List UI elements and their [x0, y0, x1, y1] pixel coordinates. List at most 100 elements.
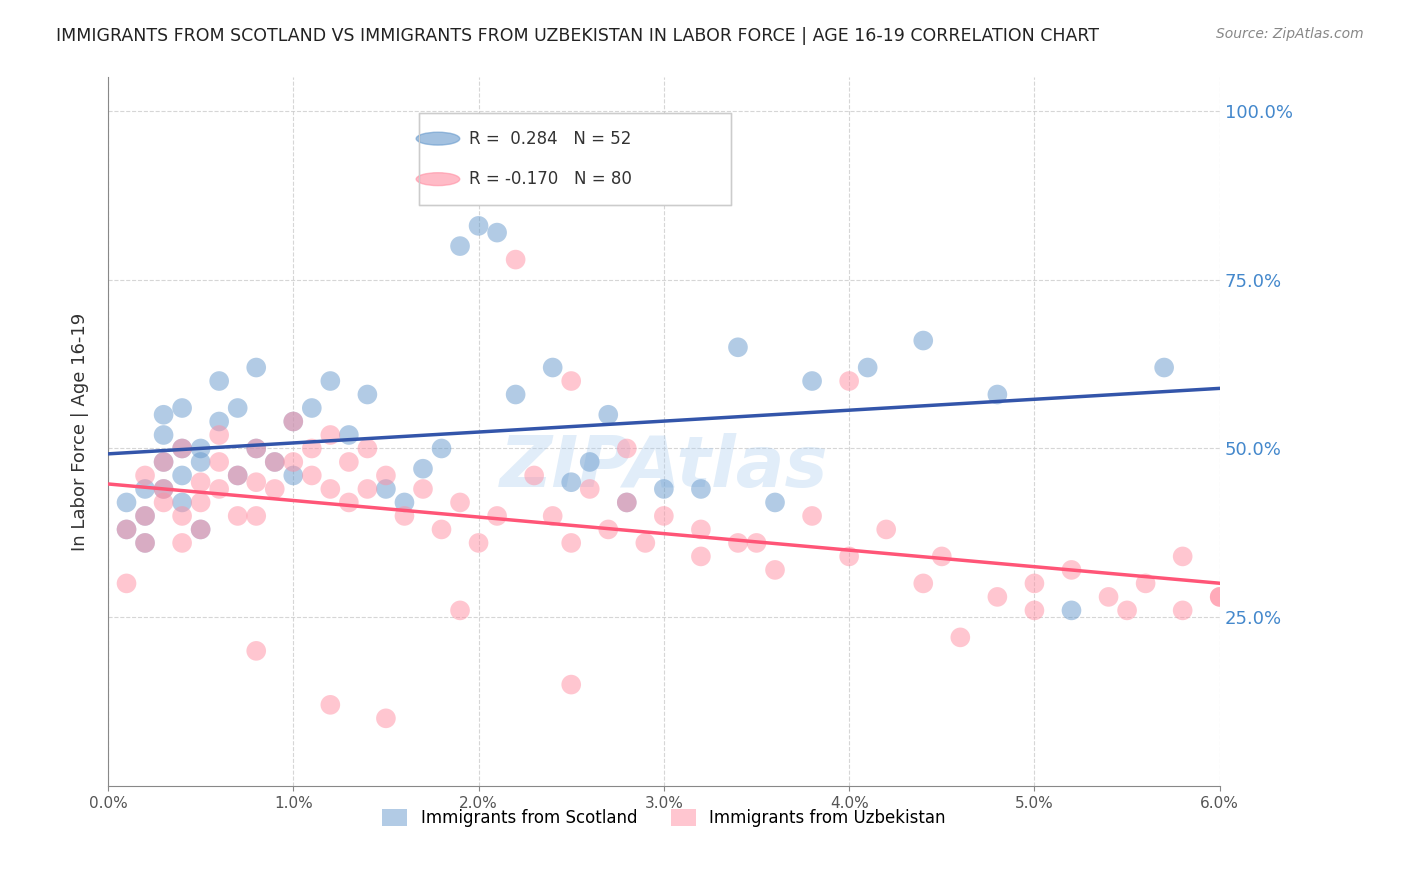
- Uzbekistan: [578, 482, 600, 496]
- Uzbekistan: [263, 482, 285, 496]
- Scotland: [486, 226, 509, 240]
- Scotland: [172, 495, 194, 509]
- Uzbekistan: [226, 468, 249, 483]
- Y-axis label: In Labor Force | Age 16-19: In Labor Force | Age 16-19: [72, 312, 89, 550]
- Uzbekistan: [1209, 590, 1232, 604]
- Scotland: [152, 455, 174, 469]
- Scotland: [172, 468, 194, 483]
- Uzbekistan: [283, 415, 305, 429]
- Scotland: [134, 508, 156, 523]
- Scotland: [208, 374, 231, 388]
- Uzbekistan: [374, 468, 396, 483]
- Uzbekistan: [523, 468, 546, 483]
- Scotland: [505, 387, 527, 401]
- Uzbekistan: [152, 495, 174, 509]
- Uzbekistan: [931, 549, 953, 564]
- Scotland: [430, 442, 453, 456]
- Scotland: [449, 239, 471, 253]
- Uzbekistan: [245, 508, 267, 523]
- Uzbekistan: [134, 536, 156, 550]
- Uzbekistan: [356, 482, 378, 496]
- Scotland: [412, 461, 434, 475]
- Scotland: [152, 408, 174, 422]
- Uzbekistan: [1135, 576, 1157, 591]
- Scotland: [245, 442, 267, 456]
- Uzbekistan: [190, 495, 212, 509]
- Uzbekistan: [356, 442, 378, 456]
- Uzbekistan: [115, 576, 138, 591]
- Scotland: [115, 495, 138, 509]
- Scotland: [172, 442, 194, 456]
- Scotland: [763, 495, 786, 509]
- Uzbekistan: [449, 603, 471, 617]
- Scotland: [152, 428, 174, 442]
- Scotland: [115, 523, 138, 537]
- Scotland: [337, 428, 360, 442]
- Uzbekistan: [337, 495, 360, 509]
- Uzbekistan: [134, 508, 156, 523]
- Scotland: [152, 482, 174, 496]
- Uzbekistan: [1024, 576, 1046, 591]
- Scotland: [283, 415, 305, 429]
- Scotland: [208, 415, 231, 429]
- Uzbekistan: [394, 508, 416, 523]
- Uzbekistan: [190, 475, 212, 490]
- Text: IMMIGRANTS FROM SCOTLAND VS IMMIGRANTS FROM UZBEKISTAN IN LABOR FORCE | AGE 16-1: IMMIGRANTS FROM SCOTLAND VS IMMIGRANTS F…: [56, 27, 1099, 45]
- Uzbekistan: [875, 523, 897, 537]
- Scotland: [263, 455, 285, 469]
- Uzbekistan: [301, 442, 323, 456]
- Uzbekistan: [486, 508, 509, 523]
- Uzbekistan: [634, 536, 657, 550]
- Uzbekistan: [301, 468, 323, 483]
- Uzbekistan: [172, 536, 194, 550]
- Scotland: [467, 219, 489, 233]
- Scotland: [134, 536, 156, 550]
- Scotland: [856, 360, 879, 375]
- Scotland: [172, 401, 194, 415]
- Uzbekistan: [1171, 603, 1194, 617]
- Scotland: [690, 482, 713, 496]
- Uzbekistan: [763, 563, 786, 577]
- Uzbekistan: [616, 495, 638, 509]
- Uzbekistan: [690, 549, 713, 564]
- Scotland: [226, 468, 249, 483]
- Uzbekistan: [1209, 590, 1232, 604]
- Scotland: [226, 401, 249, 415]
- Text: Source: ZipAtlas.com: Source: ZipAtlas.com: [1216, 27, 1364, 41]
- Uzbekistan: [208, 428, 231, 442]
- Scotland: [1153, 360, 1175, 375]
- Uzbekistan: [690, 523, 713, 537]
- Scotland: [727, 340, 749, 354]
- Scotland: [652, 482, 675, 496]
- Uzbekistan: [115, 523, 138, 537]
- Scotland: [190, 455, 212, 469]
- Uzbekistan: [283, 455, 305, 469]
- Uzbekistan: [986, 590, 1008, 604]
- Scotland: [616, 495, 638, 509]
- Uzbekistan: [152, 455, 174, 469]
- Uzbekistan: [319, 482, 342, 496]
- Uzbekistan: [838, 374, 860, 388]
- Uzbekistan: [172, 508, 194, 523]
- Scotland: [1060, 603, 1083, 617]
- Scotland: [598, 408, 620, 422]
- Uzbekistan: [616, 442, 638, 456]
- Uzbekistan: [1116, 603, 1139, 617]
- Uzbekistan: [652, 508, 675, 523]
- Uzbekistan: [560, 536, 582, 550]
- Uzbekistan: [412, 482, 434, 496]
- Uzbekistan: [245, 475, 267, 490]
- Uzbekistan: [319, 698, 342, 712]
- Uzbekistan: [208, 482, 231, 496]
- Uzbekistan: [801, 508, 824, 523]
- Uzbekistan: [1024, 603, 1046, 617]
- Uzbekistan: [560, 677, 582, 691]
- Uzbekistan: [134, 468, 156, 483]
- Scotland: [578, 455, 600, 469]
- Scotland: [394, 495, 416, 509]
- Scotland: [319, 374, 342, 388]
- Scotland: [801, 374, 824, 388]
- Uzbekistan: [949, 631, 972, 645]
- Uzbekistan: [745, 536, 768, 550]
- Uzbekistan: [505, 252, 527, 267]
